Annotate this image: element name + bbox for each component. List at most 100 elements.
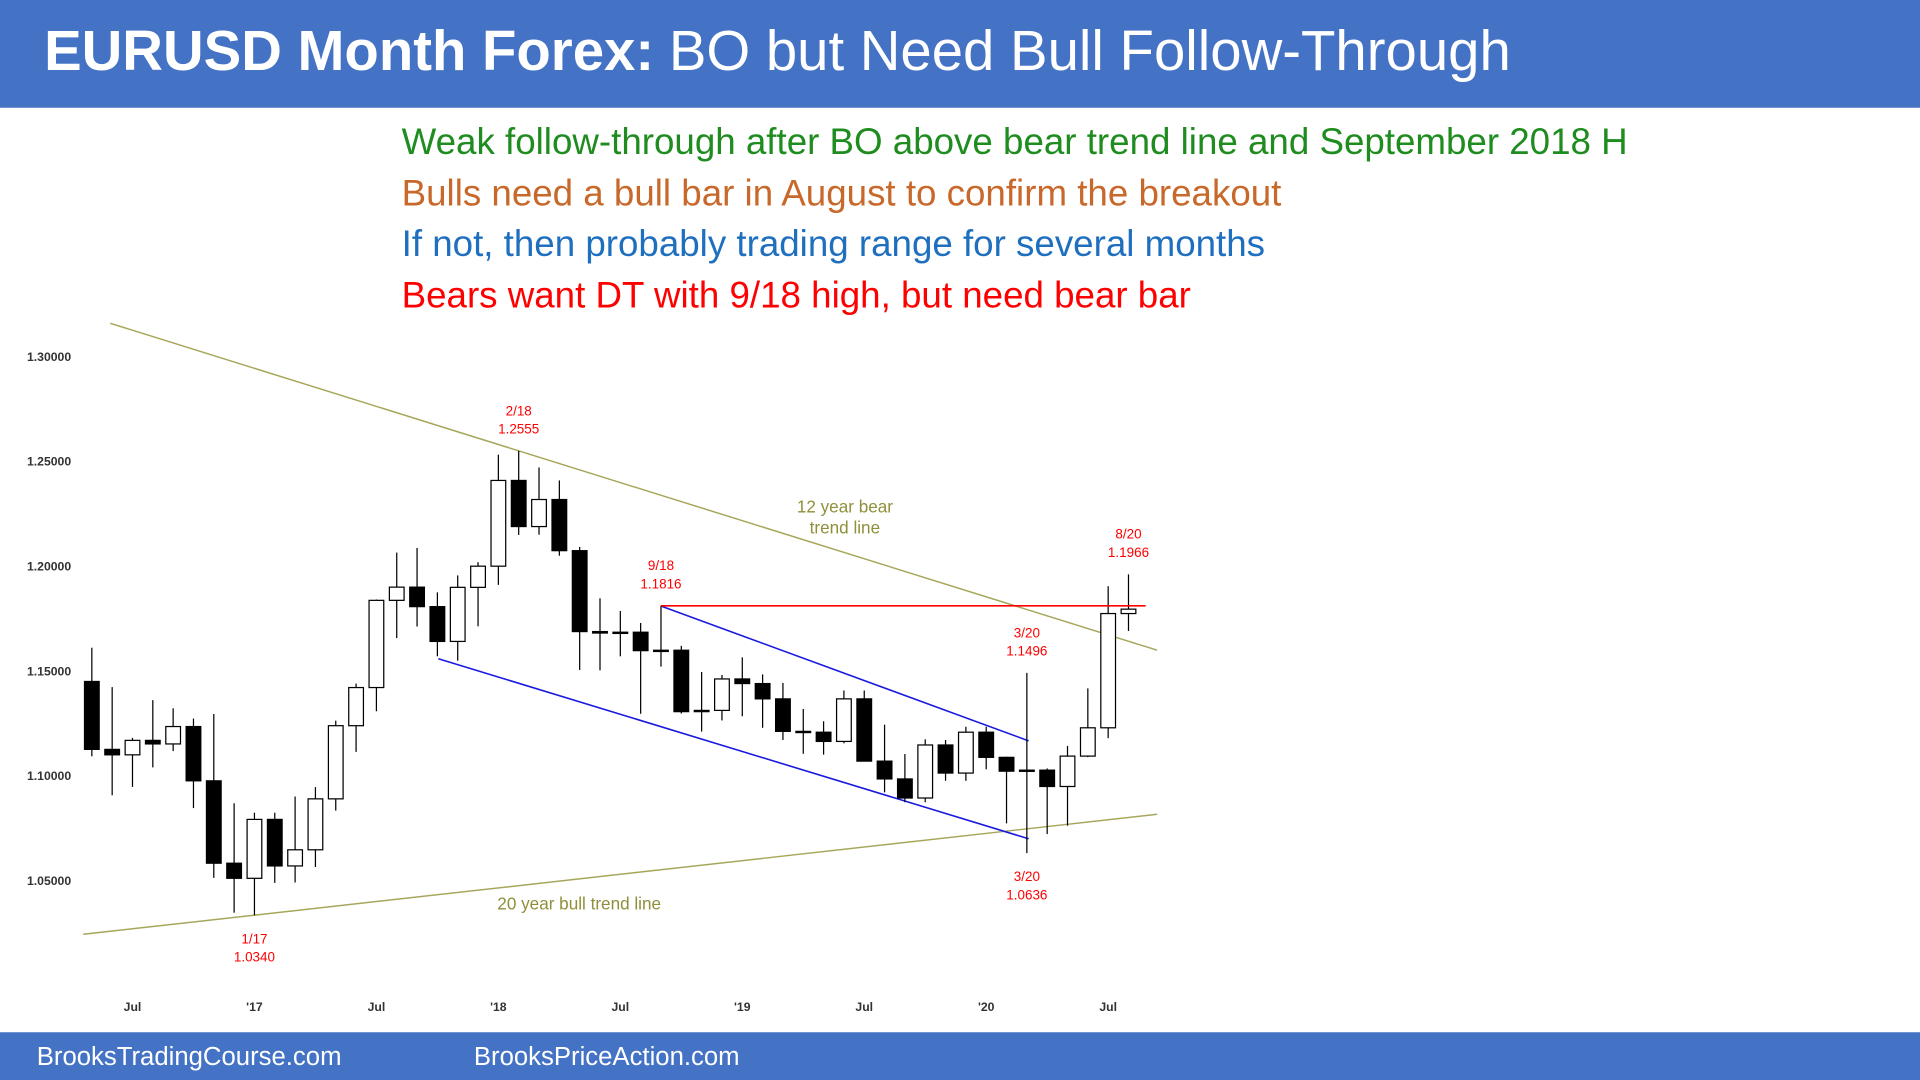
candle-body bbox=[185, 725, 202, 782]
x-tick-label: '18 bbox=[490, 1000, 507, 1014]
candle-body bbox=[470, 565, 486, 588]
annotation-date: 3/20 bbox=[1014, 625, 1040, 640]
candle-body bbox=[856, 698, 873, 762]
y-tick-label: 1.25000 bbox=[27, 455, 71, 469]
candle-body bbox=[104, 748, 121, 756]
candle-body bbox=[124, 739, 141, 756]
annotation-date: 1/17 bbox=[241, 931, 267, 946]
annotation-date: 3/20 bbox=[1014, 869, 1040, 884]
candle-body bbox=[307, 798, 324, 851]
annotation-price: 1.0340 bbox=[234, 950, 275, 965]
candle-body bbox=[266, 818, 283, 867]
candle-body bbox=[876, 760, 893, 780]
note: Bulls need a bull bar in August to confi… bbox=[402, 173, 1282, 214]
footer-text: BrooksTradingCourse.com bbox=[37, 1043, 342, 1071]
candle-body bbox=[774, 698, 791, 732]
channel-line bbox=[660, 605, 1029, 742]
y-tick-label: 1.15000 bbox=[27, 664, 71, 678]
candle-body bbox=[937, 744, 954, 774]
trend-line-label: 20 year bull trend line bbox=[497, 893, 661, 913]
trend-line-label: 12 year bear bbox=[797, 497, 893, 517]
candle-body bbox=[815, 731, 832, 743]
candle-body bbox=[205, 780, 222, 864]
y-tick-label: 1.05000 bbox=[27, 874, 71, 888]
annotation-date: 2/18 bbox=[506, 403, 532, 418]
candle-body bbox=[83, 680, 100, 750]
candle-body bbox=[1059, 755, 1076, 788]
candle-body bbox=[835, 698, 852, 743]
candle-body bbox=[429, 606, 446, 643]
bull-trend-line bbox=[83, 813, 1158, 936]
y-tick-label: 1.30000 bbox=[27, 350, 71, 364]
channel-line bbox=[438, 658, 1029, 840]
annotation-date: 9/18 bbox=[648, 558, 674, 573]
candle-body bbox=[571, 550, 588, 633]
candle-body bbox=[978, 731, 995, 758]
footer-text: BrooksPriceAction.com bbox=[474, 1043, 740, 1071]
candle-body bbox=[144, 739, 161, 745]
candle-body bbox=[348, 686, 365, 727]
candle-body bbox=[693, 709, 710, 713]
candle-body bbox=[713, 678, 730, 712]
plot: 1.05000 1.10000 1.15000 1.20000 1.25000 1.300… bbox=[27, 350, 1149, 1014]
candle-body bbox=[1018, 769, 1035, 772]
candle-body bbox=[998, 756, 1015, 772]
annotation-price: 1.1496 bbox=[1006, 644, 1047, 659]
title-lead: EURUSD Month Forex: bbox=[44, 19, 654, 82]
candle-body bbox=[388, 586, 405, 601]
candle-body bbox=[1120, 608, 1137, 615]
candle-body bbox=[165, 725, 182, 745]
candle-body bbox=[368, 599, 385, 689]
title-rest: BO but Need Bull Follow-Through bbox=[669, 19, 1511, 82]
annotation-date: 8/20 bbox=[1115, 527, 1141, 542]
note: Bears want DT with 9/18 high, but need b… bbox=[402, 274, 1191, 315]
slide-title: EURUSD Month Forex: BO but Need Bull Foll… bbox=[44, 19, 1511, 82]
candle-body bbox=[449, 586, 466, 643]
y-tick-label: 1.10000 bbox=[27, 769, 71, 783]
x-tick-label: Jul bbox=[855, 1000, 873, 1014]
candle-body bbox=[551, 498, 568, 552]
candle-body bbox=[1100, 612, 1117, 729]
x-tick-label: '19 bbox=[734, 1000, 751, 1014]
candle-body bbox=[246, 818, 263, 879]
candle-body bbox=[917, 744, 934, 799]
annotation-price: 1.0636 bbox=[1006, 888, 1047, 903]
candle-body bbox=[510, 479, 527, 528]
candle-body bbox=[673, 649, 690, 713]
candle-body bbox=[795, 730, 812, 734]
trend-line-label: trend line bbox=[810, 518, 880, 538]
candle-body bbox=[1079, 727, 1096, 757]
candle-body bbox=[226, 862, 243, 879]
x-tick-label: Jul bbox=[611, 1000, 629, 1014]
candle-body bbox=[327, 725, 344, 800]
x-tick-label: Jul bbox=[124, 1000, 142, 1014]
candle-body bbox=[287, 849, 304, 867]
bear-trend-line bbox=[109, 322, 1158, 651]
candle-body bbox=[754, 682, 771, 700]
candle-body bbox=[612, 631, 629, 635]
candle-body bbox=[531, 498, 547, 528]
candle-body bbox=[592, 630, 608, 634]
candle-body bbox=[957, 731, 974, 774]
candle-body bbox=[1039, 769, 1056, 788]
x-tick-label: Jul bbox=[1099, 1000, 1117, 1014]
title-bar bbox=[0, 0, 1920, 108]
annotation-price: 1.1816 bbox=[640, 577, 681, 592]
candle-body bbox=[632, 631, 649, 652]
y-tick-label: 1.20000 bbox=[27, 559, 71, 573]
candle-body bbox=[734, 678, 751, 685]
candle-body bbox=[409, 586, 426, 608]
candle-body bbox=[896, 778, 913, 799]
footer-bar bbox=[0, 1032, 1920, 1080]
annotation-price: 1.1966 bbox=[1108, 545, 1149, 560]
note: If not, then probably trading range for … bbox=[402, 223, 1265, 264]
candle-body bbox=[490, 479, 507, 567]
note: Weak follow-through after BO above bear … bbox=[402, 121, 1628, 162]
annotation-price: 1.2555 bbox=[498, 422, 539, 437]
candle-body bbox=[653, 649, 669, 653]
x-tick-label: '20 bbox=[978, 1000, 995, 1014]
x-tick-label: '17 bbox=[246, 1000, 263, 1014]
x-tick-label: Jul bbox=[368, 1000, 386, 1014]
